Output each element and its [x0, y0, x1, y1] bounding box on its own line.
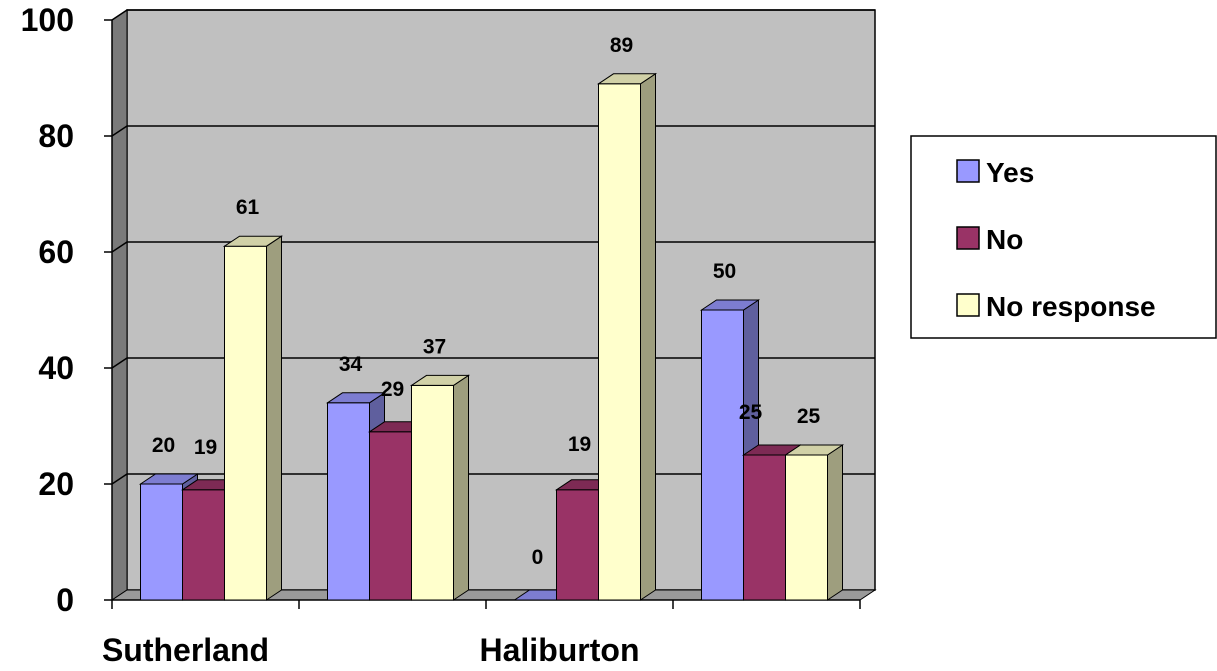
side-wall	[111, 9, 128, 601]
bars	[138, 72, 845, 601]
y-tick-label: 80	[38, 118, 74, 154]
data-label: 25	[797, 405, 821, 428]
bar-no-response	[222, 235, 284, 601]
category-label: Sutherland	[102, 632, 269, 668]
legend-swatch	[956, 159, 980, 183]
data-label: 0	[532, 546, 544, 569]
bar-no-response	[596, 72, 658, 601]
bar-no-response	[783, 444, 845, 601]
category-labels: Sutherland Haliburton	[102, 632, 640, 668]
value-axis: 0 20 40 60 80 100	[21, 2, 861, 618]
legend-swatch	[956, 226, 980, 250]
y-tick-label: 60	[38, 234, 74, 270]
y-tick-label: 20	[38, 466, 74, 502]
legend-label: No response	[986, 291, 1156, 322]
data-label: 37	[423, 335, 446, 358]
legend-label: No	[986, 224, 1023, 255]
data-label: 19	[568, 433, 591, 456]
legend-item: No response	[956, 291, 1156, 322]
legend-item: No	[956, 224, 1023, 255]
data-label: 50	[713, 260, 736, 283]
legend: Yes No No response	[910, 135, 1217, 339]
legend-item: Yes	[956, 157, 1034, 188]
data-label: 29	[381, 378, 404, 401]
bar-no-response	[409, 374, 471, 601]
legend-swatch	[956, 293, 980, 317]
data-label: 25	[739, 401, 763, 424]
data-label: 19	[194, 436, 217, 459]
y-tick-label: 100	[21, 2, 74, 38]
data-label: 34	[339, 353, 363, 376]
gridline	[111, 9, 875, 21]
legend-label: Yes	[986, 157, 1034, 188]
y-tick-label: 40	[38, 350, 74, 386]
data-label: 89	[610, 34, 633, 57]
data-labels: 20 19 61 34 29 37 0 19 89 50 25 25	[152, 34, 821, 569]
data-label: 61	[236, 196, 260, 219]
y-tick-label: 0	[56, 582, 74, 618]
category-label: Haliburton	[480, 632, 640, 668]
data-label: 20	[152, 434, 175, 457]
